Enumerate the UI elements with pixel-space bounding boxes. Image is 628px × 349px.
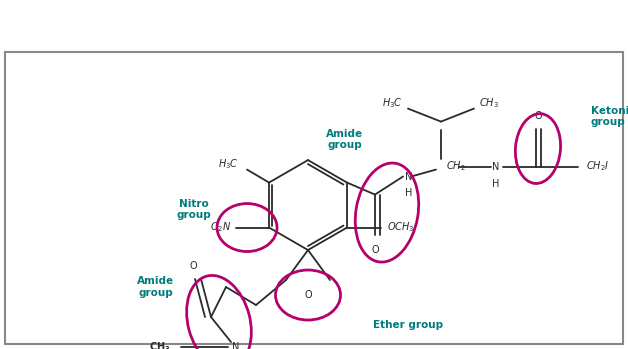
Text: O: O xyxy=(304,290,312,300)
Text: H: H xyxy=(405,187,413,198)
Text: $CH_2I$: $CH_2I$ xyxy=(586,160,609,173)
Text: $O_2N$: $O_2N$ xyxy=(210,221,231,235)
Text: $\mathbf{CH_3}$: $\mathbf{CH_3}$ xyxy=(149,340,171,349)
Text: $H_3C$: $H_3C$ xyxy=(382,97,403,111)
Text: Amide
group: Amide group xyxy=(327,129,364,150)
Text: N: N xyxy=(405,172,413,181)
Text: N: N xyxy=(492,162,500,172)
Text: $CH_3$: $CH_3$ xyxy=(479,97,499,111)
Text: Ether group: Ether group xyxy=(373,320,443,330)
Text: Amide
group: Amide group xyxy=(138,276,175,298)
Text: O: O xyxy=(189,261,197,271)
Text: H: H xyxy=(492,179,500,188)
Text: Functional Groups: Functional Groups xyxy=(171,9,457,38)
Text: Nitro
group: Nitro group xyxy=(176,199,212,220)
Text: Ketonic
group: Ketonic group xyxy=(591,106,628,127)
Text: O: O xyxy=(371,245,379,254)
Text: N: N xyxy=(232,342,240,349)
Text: $H_3C$: $H_3C$ xyxy=(219,158,239,171)
Text: $OCH_3$: $OCH_3$ xyxy=(387,221,414,235)
Text: $CH_2$: $CH_2$ xyxy=(446,160,465,173)
Text: O: O xyxy=(534,111,542,121)
